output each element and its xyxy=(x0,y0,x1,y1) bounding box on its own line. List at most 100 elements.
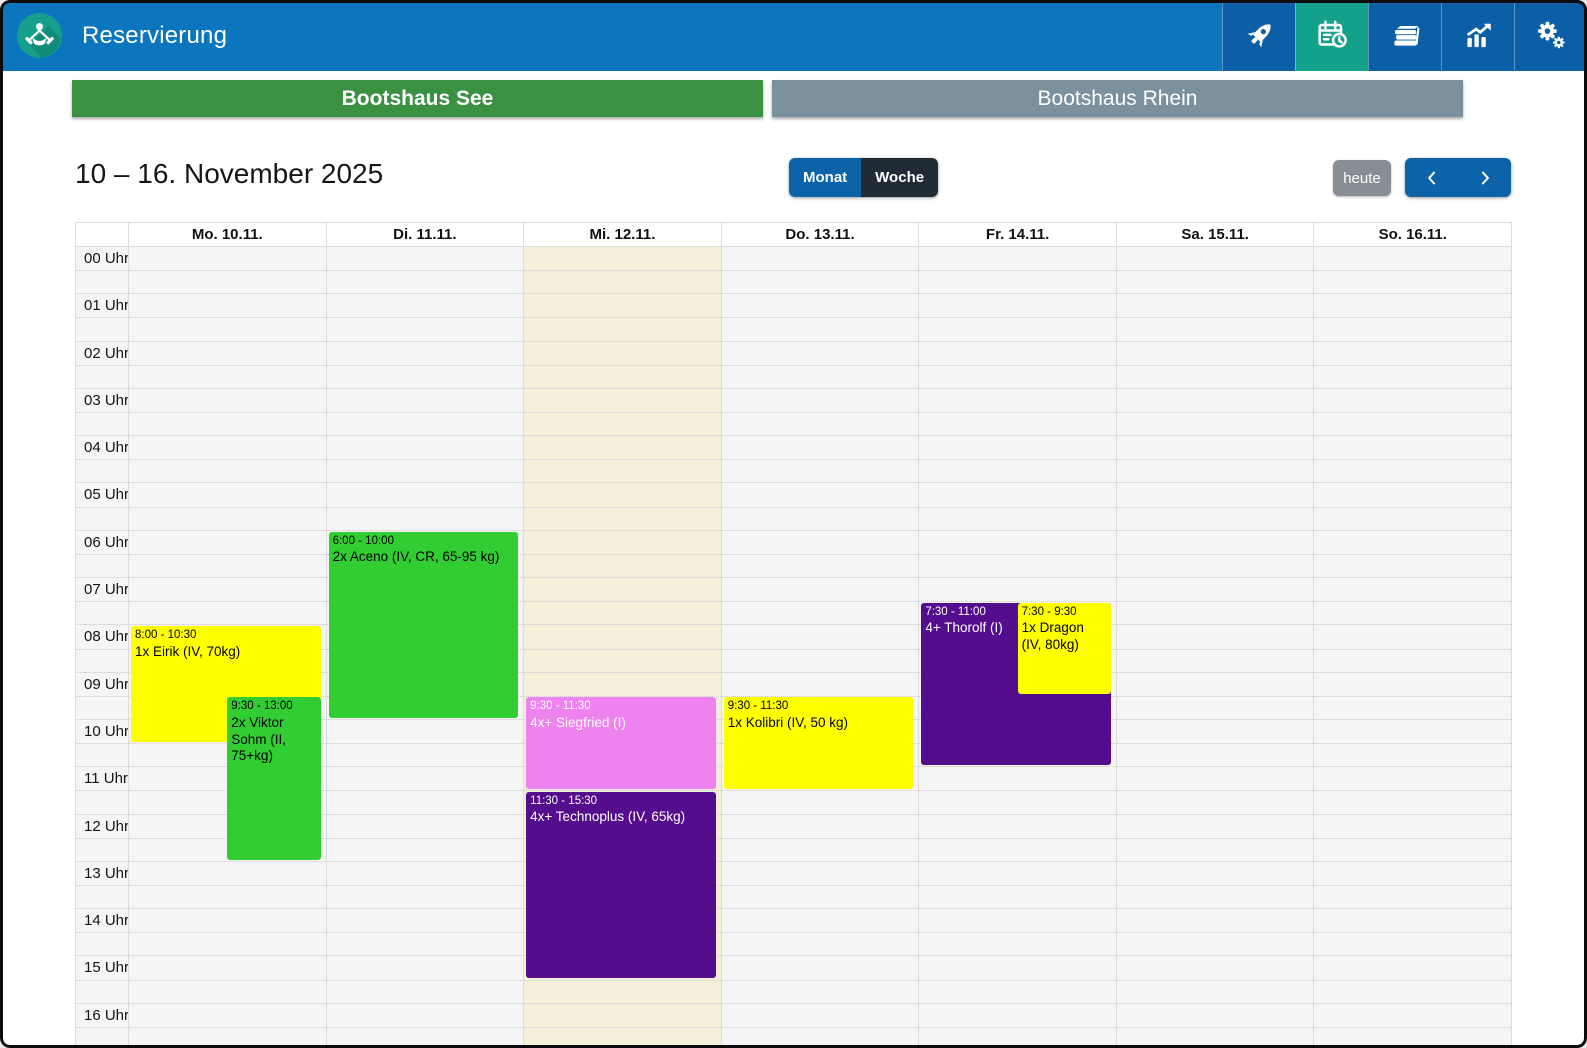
books-icon[interactable] xyxy=(1368,0,1441,71)
time-slot[interactable] xyxy=(1116,815,1314,862)
time-slot[interactable] xyxy=(1116,436,1314,484)
time-slot[interactable] xyxy=(129,578,326,626)
reservation-event[interactable]: 11:30 - 15:30 4x+ Technoplus (IV, 65kg) xyxy=(526,791,716,979)
time-slot[interactable] xyxy=(919,247,1116,295)
time-slot[interactable] xyxy=(326,294,524,342)
time-slot[interactable] xyxy=(1314,720,1511,768)
time-slot[interactable] xyxy=(919,956,1116,1004)
time-slot[interactable] xyxy=(129,862,326,910)
time-slot[interactable] xyxy=(1314,815,1511,862)
time-slot[interactable] xyxy=(1116,342,1314,389)
gears-icon[interactable] xyxy=(1514,0,1587,71)
time-slot[interactable] xyxy=(1314,956,1511,1004)
time-slot[interactable] xyxy=(129,342,326,389)
time-slot[interactable] xyxy=(1116,578,1314,626)
time-slot[interactable] xyxy=(1116,673,1314,720)
rower-logo-icon[interactable] xyxy=(16,12,63,59)
rocket-icon[interactable] xyxy=(1222,0,1295,71)
time-slot[interactable] xyxy=(1314,342,1511,389)
time-slot[interactable] xyxy=(524,389,721,437)
time-slot[interactable] xyxy=(721,909,919,957)
time-slot[interactable] xyxy=(524,247,721,295)
time-slot[interactable] xyxy=(919,909,1116,957)
month-view-button[interactable]: Monat xyxy=(789,158,862,197)
time-slot[interactable] xyxy=(1116,1004,1314,1048)
time-slot[interactable] xyxy=(721,625,919,673)
time-slot[interactable] xyxy=(1314,1004,1511,1048)
time-slot[interactable] xyxy=(524,531,721,579)
time-slot[interactable] xyxy=(919,1004,1116,1048)
time-slot[interactable] xyxy=(326,436,524,484)
time-slot[interactable] xyxy=(326,956,524,1004)
time-slot[interactable] xyxy=(721,483,919,531)
prev-week-button[interactable] xyxy=(1405,158,1458,197)
time-slot[interactable] xyxy=(326,483,524,531)
time-slot[interactable] xyxy=(129,531,326,579)
week-view-button[interactable]: Woche xyxy=(861,158,939,197)
time-slot[interactable] xyxy=(721,342,919,389)
time-slot[interactable] xyxy=(129,909,326,957)
time-slot[interactable] xyxy=(919,389,1116,437)
time-slot[interactable] xyxy=(1314,625,1511,673)
time-slot[interactable] xyxy=(919,815,1116,862)
time-slot[interactable] xyxy=(1314,578,1511,626)
chart-icon[interactable] xyxy=(1441,0,1514,71)
time-slot[interactable] xyxy=(1116,767,1314,815)
time-slot[interactable] xyxy=(524,342,721,389)
time-slot[interactable] xyxy=(326,342,524,389)
time-slot[interactable] xyxy=(721,862,919,910)
time-slot[interactable] xyxy=(1314,862,1511,910)
time-slot[interactable] xyxy=(326,389,524,437)
time-slot[interactable] xyxy=(524,483,721,531)
time-slot[interactable] xyxy=(1314,483,1511,531)
time-slot[interactable] xyxy=(129,389,326,437)
time-slot[interactable] xyxy=(1314,436,1511,484)
time-slot[interactable] xyxy=(524,578,721,626)
time-slot[interactable] xyxy=(1314,767,1511,815)
time-slot[interactable] xyxy=(129,436,326,484)
time-slot[interactable] xyxy=(1116,389,1314,437)
time-slot[interactable] xyxy=(721,531,919,579)
time-slot[interactable] xyxy=(129,483,326,531)
time-slot[interactable] xyxy=(1116,531,1314,579)
time-slot[interactable] xyxy=(919,531,1116,579)
time-slot[interactable] xyxy=(1314,389,1511,437)
time-slot[interactable] xyxy=(919,294,1116,342)
time-slot[interactable] xyxy=(524,625,721,673)
time-slot[interactable] xyxy=(129,247,326,295)
time-slot[interactable] xyxy=(1314,531,1511,579)
time-slot[interactable] xyxy=(524,436,721,484)
time-slot[interactable] xyxy=(129,1004,326,1048)
reservation-event[interactable]: 9:30 - 11:30 1x Kolibri (IV, 50 kg) xyxy=(723,697,914,789)
reservation-event[interactable]: 6:00 - 10:00 2x Aceno (IV, CR, 65-95 kg) xyxy=(328,531,519,718)
time-slot[interactable] xyxy=(326,1004,524,1048)
time-slot[interactable] xyxy=(326,862,524,910)
time-slot[interactable] xyxy=(721,815,919,862)
time-slot[interactable] xyxy=(1314,294,1511,342)
time-slot[interactable] xyxy=(326,767,524,815)
time-slot[interactable] xyxy=(326,247,524,295)
time-slot[interactable] xyxy=(1314,909,1511,957)
time-slot[interactable] xyxy=(1116,483,1314,531)
time-slot[interactable] xyxy=(721,294,919,342)
time-slot[interactable] xyxy=(1116,862,1314,910)
time-slot[interactable] xyxy=(1116,247,1314,295)
time-slot[interactable] xyxy=(1116,720,1314,768)
time-slot[interactable] xyxy=(129,956,326,1004)
time-slot[interactable] xyxy=(326,720,524,768)
calendar-clock-icon[interactable] xyxy=(1295,0,1368,71)
tab-bootshaus-rhein[interactable]: Bootshaus Rhein xyxy=(772,80,1463,117)
tab-bootshaus-see[interactable]: Bootshaus See xyxy=(72,80,763,117)
time-slot[interactable] xyxy=(919,483,1116,531)
time-slot[interactable] xyxy=(721,389,919,437)
today-button[interactable]: heute xyxy=(1333,160,1391,196)
time-slot[interactable] xyxy=(721,578,919,626)
reservation-event[interactable]: 7:30 - 9:30 1x Dragon (IV, 80kg) xyxy=(1017,602,1111,695)
time-slot[interactable] xyxy=(129,294,326,342)
time-slot[interactable] xyxy=(919,767,1116,815)
time-slot[interactable] xyxy=(721,436,919,484)
time-slot[interactable] xyxy=(1314,673,1511,720)
next-week-button[interactable] xyxy=(1458,158,1511,197)
time-slot[interactable] xyxy=(919,862,1116,910)
time-slot[interactable] xyxy=(524,294,721,342)
